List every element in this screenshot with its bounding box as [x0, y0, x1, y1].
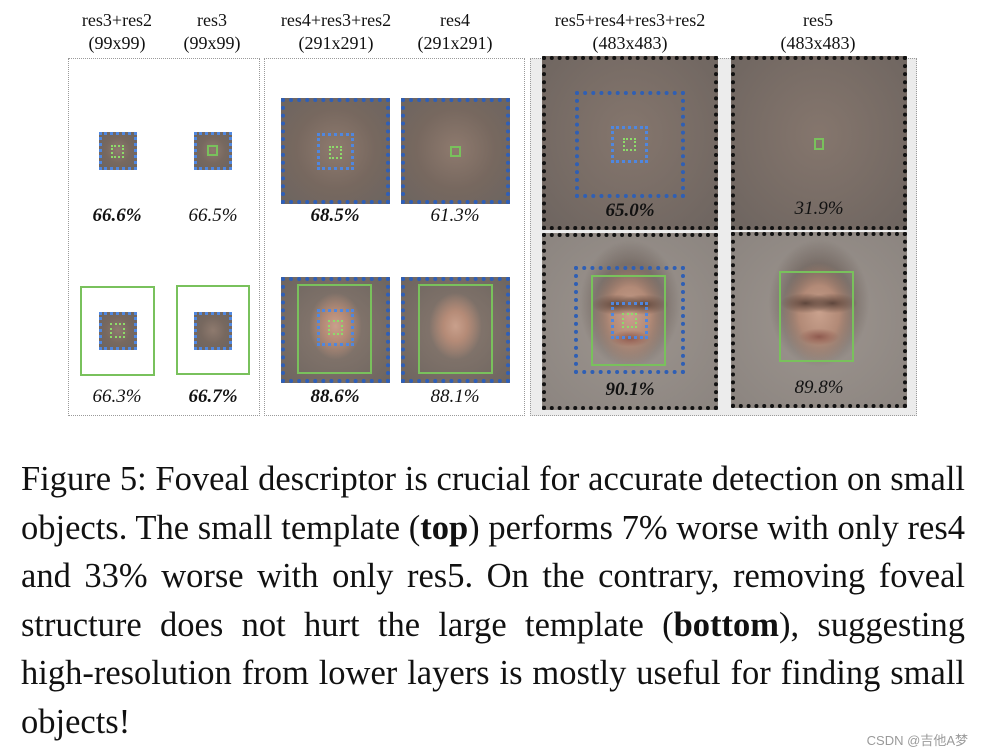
- foveal-box-blue-large: [575, 91, 685, 198]
- tile-res5-res4-res3-res2-top: [542, 56, 718, 230]
- tile-res3-bottom: [194, 312, 232, 350]
- template-box-green: [779, 271, 854, 362]
- foveal-box-blue: [317, 133, 354, 170]
- accuracy-res3-res2-bottom: 66.3%: [92, 386, 142, 407]
- tile-res3-res2-top: [99, 132, 137, 170]
- template-box-green: [80, 286, 155, 376]
- foveal-box-green: [111, 145, 124, 158]
- template-box-green: [297, 284, 372, 374]
- column-header-res3-res2: res3+res2 (99x99): [81, 10, 153, 53]
- accuracy-res3-bottom: 66.7%: [188, 386, 238, 407]
- template-box-green: [814, 138, 824, 150]
- column-header-res4: res4 (291x291): [417, 10, 493, 53]
- figure-caption: Figure 5: Foveal descriptor is crucial f…: [21, 460, 966, 741]
- tile-res4-bottom: [401, 277, 510, 383]
- accuracy-res3-res2-top: 66.6%: [92, 205, 142, 226]
- column-header-res4-res3-res2: res4+res3+res2 (291x291): [280, 10, 392, 53]
- accuracy-res4-bottom: 88.1%: [430, 386, 480, 407]
- accuracy-res3-top: 66.5%: [188, 205, 238, 226]
- accuracy-res5-top: 31.9%: [794, 198, 844, 219]
- accuracy-res5-bottom: 89.8%: [794, 377, 844, 398]
- foveal-box-blue: [317, 309, 354, 346]
- accuracy-res4-res3-res2-bottom: 88.6%: [310, 386, 360, 407]
- tile-res3-top: [194, 132, 232, 170]
- column-header-res5-res4-res3-res2: res5+res4+res3+res2 (483x483): [554, 10, 706, 53]
- template-box-green: [450, 146, 461, 157]
- watermark: CSDN @吉他A梦: [866, 733, 968, 748]
- template-box-green: [418, 284, 493, 374]
- tile-res4-top: [401, 98, 510, 204]
- group-291x291: [264, 58, 525, 416]
- foveal-box-green: [110, 323, 125, 338]
- foveal-box-green: [329, 146, 342, 159]
- caption-bottom-word: bottom: [673, 605, 779, 644]
- template-box-green: [591, 275, 666, 366]
- tile-res4-res3-res2-bottom: [281, 277, 390, 383]
- tile-res5-top: [731, 56, 907, 230]
- column-header-res3: res3 (99x99): [183, 10, 241, 53]
- foveal-box-blue: [611, 126, 648, 163]
- accuracy-res4-res3-res2-top: 68.5%: [310, 205, 360, 226]
- tile-res5-bottom: [731, 232, 907, 408]
- accuracy-res5-res4-res3-res2-bottom: 90.1%: [605, 379, 655, 400]
- accuracy-res5-res4-res3-res2-top: 65.0%: [605, 200, 655, 221]
- foveal-box-green: [623, 138, 636, 151]
- template-box-green: [207, 145, 218, 156]
- foveal-box-green: [622, 313, 637, 328]
- template-box-green: [176, 285, 250, 375]
- tile-res4-res3-res2-top: [281, 98, 390, 204]
- foveal-box-blue: [611, 302, 648, 339]
- accuracy-res4-top: 61.3%: [430, 205, 480, 226]
- tile-res5-res4-res3-res2-bottom: [542, 233, 718, 410]
- foveal-box-blue-large: [574, 266, 685, 374]
- group-99x99: [68, 58, 260, 416]
- foveal-box-green: [328, 320, 343, 335]
- column-header-res5: res5 (483x483): [780, 10, 856, 53]
- caption-top-word: top: [420, 508, 469, 547]
- tile-res3-res2-bottom: [99, 312, 137, 350]
